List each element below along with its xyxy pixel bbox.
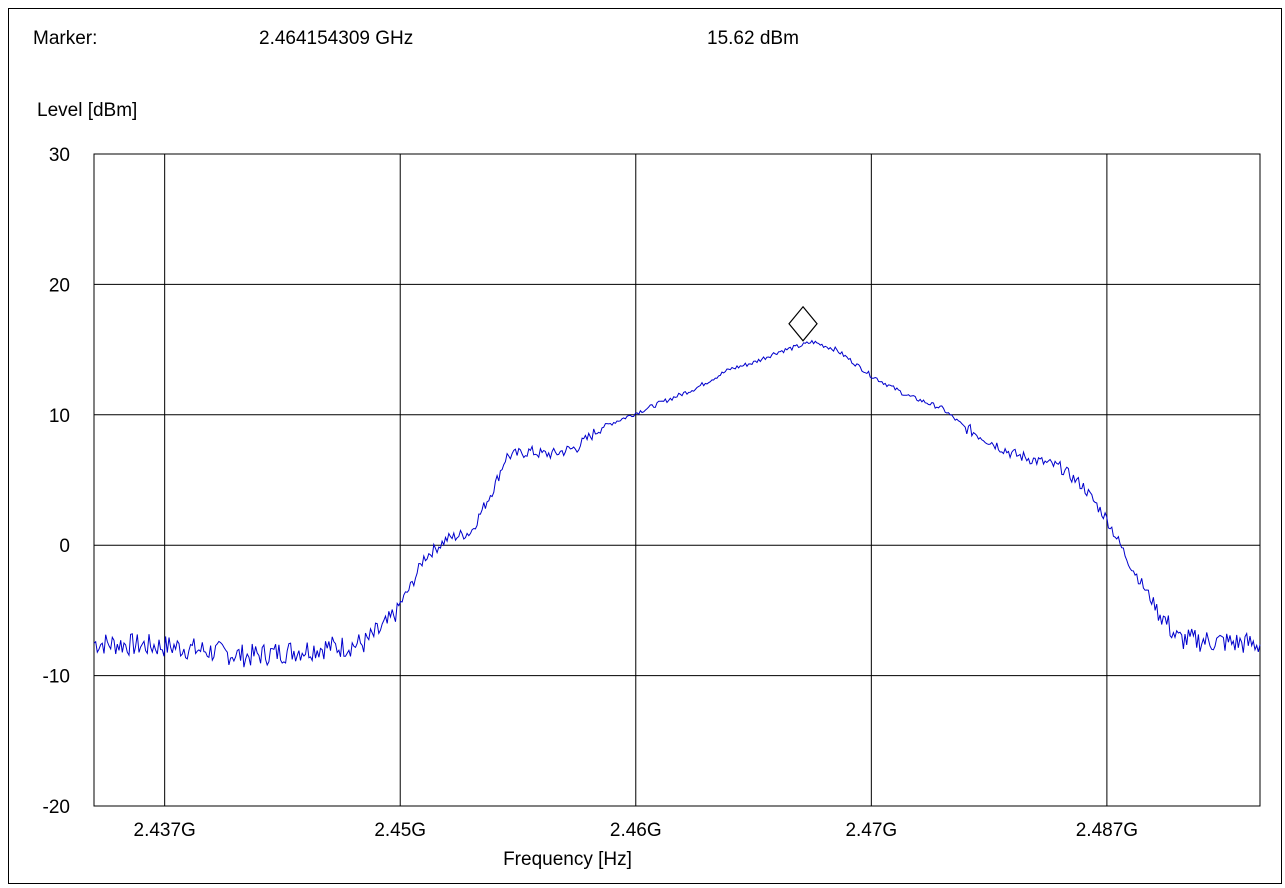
plot-area-border <box>93 153 1261 807</box>
y-tick-label: -20 <box>43 797 70 818</box>
y-tick-label: 0 <box>59 536 70 557</box>
marker-frequency-readout: 2.464154309 GHz <box>259 28 414 49</box>
marker-level-readout: 15.62 dBm <box>707 28 799 49</box>
y-tick-label: 10 <box>49 406 70 427</box>
marker-diamond-icon <box>788 305 818 342</box>
y-tick-label: 20 <box>49 275 70 296</box>
plot-frame <box>8 8 1282 884</box>
y-tick-label: -10 <box>43 667 70 688</box>
x-axis-label: Frequency [Hz] <box>503 849 632 870</box>
x-tick-label: 2.437G <box>134 820 196 841</box>
x-tick-label: 2.47G <box>845 820 897 841</box>
spectrum-trace <box>93 339 1261 668</box>
marker-label: Marker: <box>33 28 98 49</box>
y-tick-label: 30 <box>49 145 70 166</box>
x-tick-label: 2.487G <box>1076 820 1138 841</box>
y-axis-label: Level [dBm] <box>37 100 138 121</box>
x-tick-label: 2.45G <box>374 820 426 841</box>
x-tick-label: 2.46G <box>610 820 662 841</box>
